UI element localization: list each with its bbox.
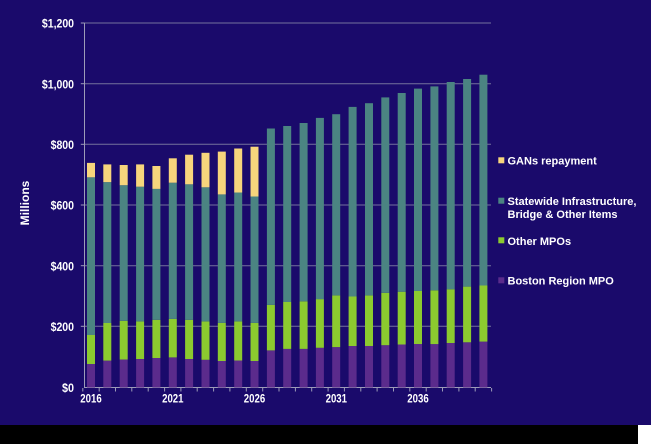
svg-text:$200: $200 xyxy=(51,320,75,334)
svg-text:2036: 2036 xyxy=(407,392,429,406)
svg-text:Bridge & Other Items: Bridge & Other Items xyxy=(508,209,618,221)
svg-text:2026: 2026 xyxy=(244,392,266,406)
svg-text:Millions: Millions xyxy=(18,180,32,225)
svg-text:2021: 2021 xyxy=(162,392,184,406)
svg-text:$0: $0 xyxy=(62,381,74,395)
svg-text:Statewide Infrastructure,: Statewide Infrastructure, xyxy=(508,196,637,208)
svg-text:Other MPOs: Other MPOs xyxy=(508,236,572,248)
svg-text:2016: 2016 xyxy=(80,392,102,406)
svg-text:2031: 2031 xyxy=(326,392,348,406)
svg-text:$400: $400 xyxy=(51,259,75,273)
svg-text:$1,200: $1,200 xyxy=(42,17,74,31)
svg-text:Boston Region MPO: Boston Region MPO xyxy=(508,276,615,288)
svg-text:$1,000: $1,000 xyxy=(42,77,74,91)
svg-text:$800: $800 xyxy=(51,138,75,152)
svg-text:$600: $600 xyxy=(51,199,75,213)
svg-text:GANs repayment: GANs repayment xyxy=(508,156,598,168)
